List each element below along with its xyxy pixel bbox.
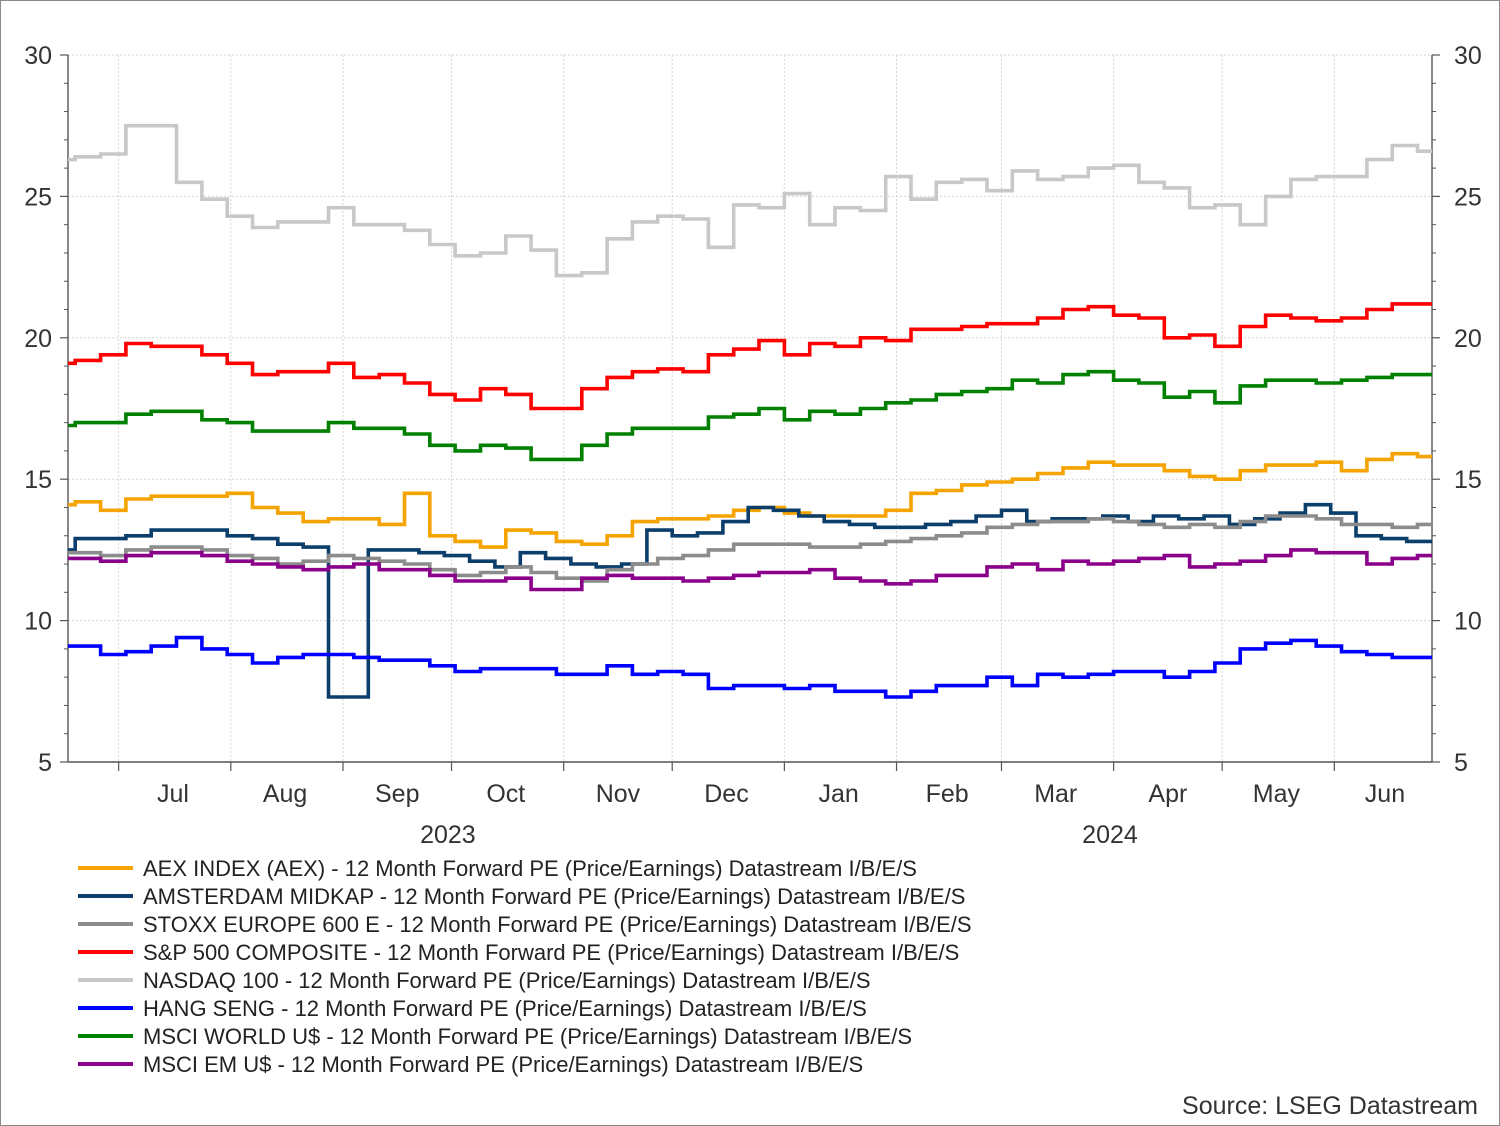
y-tick-label-left: 10: [24, 608, 52, 636]
x-year-label: 2023: [420, 821, 476, 849]
x-tick-label: Jun: [1365, 780, 1405, 808]
x-tick-label: Oct: [486, 780, 525, 808]
x-tick-label: Nov: [596, 780, 641, 808]
series-line: [68, 302, 1432, 411]
legend-label: MSCI WORLD U$ - 12 Month Forward PE (Pri…: [143, 1024, 912, 1049]
series-line: [68, 548, 1432, 592]
y-tick-label-left: 30: [24, 42, 52, 70]
legend-label: S&P 500 COMPOSITE - 12 Month Forward PE …: [143, 940, 959, 965]
series-line: [68, 369, 1432, 462]
series-line: [68, 502, 1432, 699]
x-tick-label: Aug: [263, 780, 307, 808]
y-tick-label-right: 30: [1454, 42, 1482, 70]
x-tick-label: Mar: [1034, 780, 1077, 808]
series-line: [68, 514, 1432, 583]
legend-label: NASDAQ 100 - 12 Month Forward PE (Price/…: [143, 968, 871, 993]
source-note: Source: LSEG Datastream: [1182, 1092, 1478, 1120]
x-tick-label: Apr: [1148, 780, 1187, 808]
y-tick-label-left: 5: [38, 749, 52, 777]
series-line: [68, 451, 1432, 549]
series-line: [68, 635, 1432, 699]
x-tick-label: May: [1253, 780, 1301, 808]
legend-label: AEX INDEX (AEX) - 12 Month Forward PE (P…: [143, 856, 917, 881]
y-tick-label-left: 20: [24, 325, 52, 353]
y-tick-label-right: 10: [1454, 608, 1482, 636]
y-tick-label-right: 15: [1454, 466, 1482, 494]
axes: 5 5 10 10 15 15 20 20 25 25 30 30 Jul Aug Sep Oct Nov Dec…: [24, 42, 1482, 849]
series-line: [68, 123, 1432, 278]
series-lines: [68, 123, 1432, 699]
x-tick-label: Dec: [704, 780, 748, 808]
x-tick-label: Feb: [926, 780, 969, 808]
y-tick-label-left: 25: [24, 183, 52, 211]
legend-label: AMSTERDAM MIDKAP - 12 Month Forward PE (…: [143, 884, 965, 909]
legend-label: MSCI EM U$ - 12 Month Forward PE (Price/…: [143, 1052, 863, 1077]
y-tick-label-right: 20: [1454, 325, 1482, 353]
x-tick-label: Jul: [157, 780, 189, 808]
legend: AEX INDEX (AEX) - 12 Month Forward PE (P…: [78, 856, 972, 1077]
grid-lines: [68, 54, 1432, 763]
legend-label: HANG SENG - 12 Month Forward PE (Price/E…: [143, 996, 867, 1021]
y-tick-label-right: 5: [1454, 749, 1468, 777]
x-tick-label: Jan: [818, 780, 858, 808]
legend-label: STOXX EUROPE 600 E - 12 Month Forward PE…: [143, 912, 972, 937]
y-tick-label-left: 15: [24, 466, 52, 494]
y-tick-label-right: 25: [1454, 183, 1482, 211]
x-tick-label: Sep: [375, 780, 419, 808]
x-year-label: 2024: [1082, 821, 1138, 849]
